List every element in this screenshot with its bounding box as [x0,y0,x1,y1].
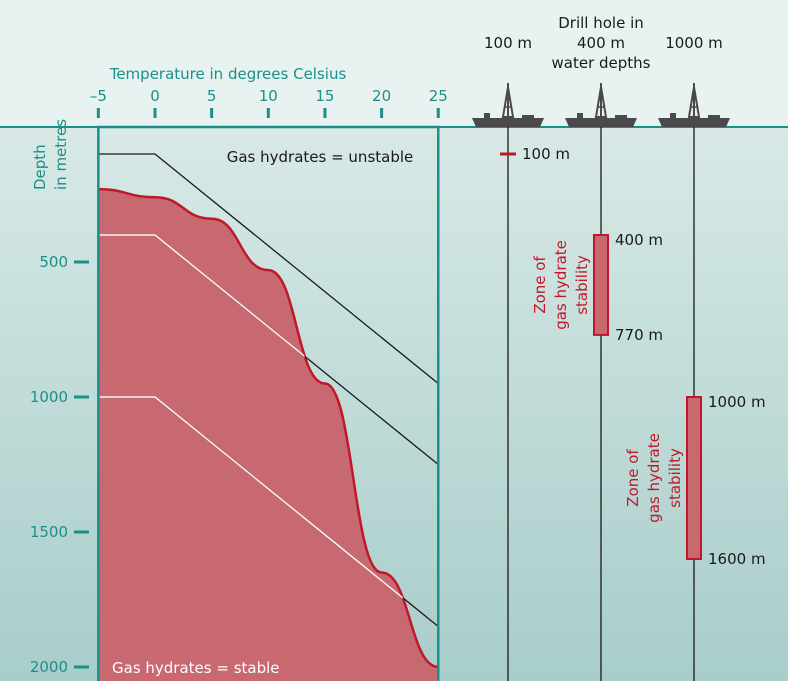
drill-header-column-400-m: 400 m [577,34,625,52]
drill-header-line2: water depths [552,54,651,72]
drill-ship-1000-m [658,83,730,127]
depth-label-1600-m: 1600 m [708,550,766,568]
ship-deck-box [615,115,627,118]
depth-axis-title-line2: in metres [52,119,70,190]
depth-tick-label-500: 500 [39,253,68,271]
depth-label-400-m: 400 m [615,231,663,249]
drill-header-line1: Drill hole in [558,14,644,32]
temperature-profile-inzone-1000 [98,396,439,628]
zone-label-400-m-line1: Zone of [531,256,549,314]
ship-bridge [670,113,676,118]
drill-ship-400-m [565,83,637,127]
depth-label-770-m: 770 m [615,326,663,344]
hydrate-zone-bar-1000-m [686,396,702,560]
depth-axis-title-line1: Depth [31,144,49,190]
temperature-tick-label-15: 15 [315,87,334,105]
ship-bridge [577,113,583,118]
temperature-depth-frame [97,125,440,681]
zone-label-400-m-line2: gas hydrate [552,240,570,330]
ship-hull [565,118,637,127]
drill-ships: 100 m 400 m 1000 m [472,34,730,127]
depth-tick-label-2000: 2000 [30,658,68,676]
zone-label-1000-m-line2: gas hydrate [645,433,663,523]
zone-label-1000-m-line3: stability [666,448,684,508]
ship-deck-box [522,115,534,118]
drill-ship-100-m [472,83,544,127]
ship-hull [472,118,544,127]
temperature-tick-label-25: 25 [429,87,448,105]
depth-axis: 500 1000 1500 2000 [30,253,89,676]
ship-hull [658,118,730,127]
stable-label: Gas hydrates = stable [112,659,280,677]
diagram-frame [97,125,440,681]
depth-tick-label-1500: 1500 [30,523,68,541]
unstable-label: Gas hydrates = unstable [227,148,414,166]
depth-label-100-m: 100 m [522,145,570,163]
temperature-profiles [98,153,439,628]
stability-curve [98,187,439,669]
temperature-tick-label-5: 5 [207,87,217,105]
temperature-axis: –5 0 5 10 15 20 25 [90,87,448,118]
temperature-tick-label-0: 0 [150,87,160,105]
depth-tick-label-1000: 1000 [30,388,68,406]
temperature-tick-label-10: 10 [259,87,278,105]
hydrate-zone-bar-400-m [593,234,609,336]
ship-bridge [484,113,490,118]
zone-label-1000-m-line1: Zone of [624,449,642,507]
temperature-tick-label-5: –5 [90,87,107,105]
temperature-tick-label-20: 20 [372,87,391,105]
zone-label-400-m-line3: stability [573,255,591,315]
ship-deck-box [708,115,720,118]
depth-label-1000-m: 1000 m [708,393,766,411]
drill-header-column-1000-m: 1000 m [665,34,723,52]
drill-header-column-100-m: 100 m [484,34,532,52]
temperature-axis-title: Temperature in degrees Celsius [109,65,347,83]
temperature-profile-100 [98,153,439,385]
